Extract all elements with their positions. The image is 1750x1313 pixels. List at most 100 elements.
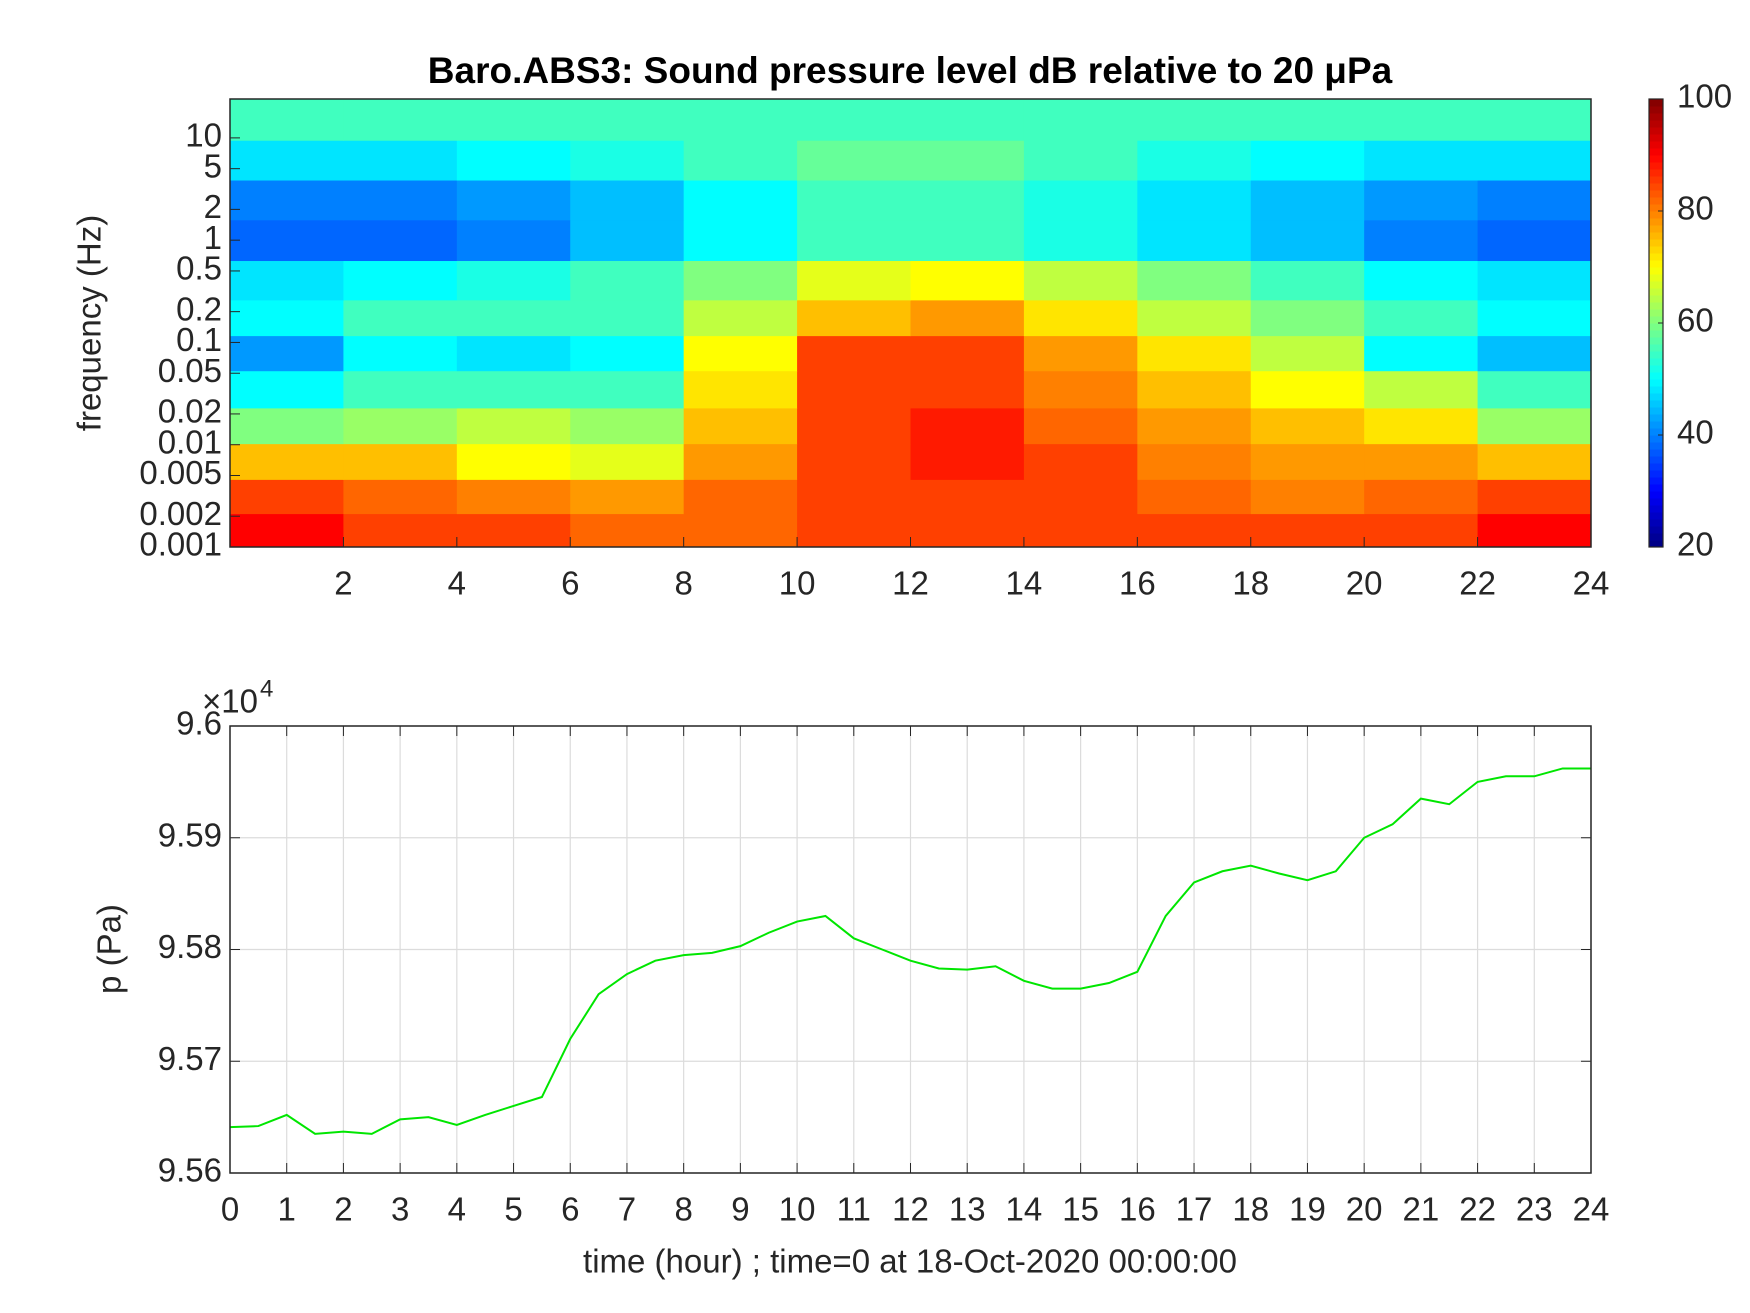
x-tick-label: 14 [1006,565,1043,602]
colorbar-swatch [1649,162,1663,170]
heatmap-cell [343,479,458,515]
colorbar-swatch [1649,316,1663,324]
colorbar-swatch [1649,204,1663,212]
colorbar-swatch [1649,281,1663,289]
heatmap-cell [1364,260,1479,301]
heatmap-cell [1023,335,1138,372]
heatmap-cell [570,219,685,262]
colorbar-swatch [1649,239,1663,247]
colorbar-swatch [1649,309,1663,317]
heatmap-cell [683,140,798,181]
heatmap-cell [456,335,571,372]
y-tick-label: 0.02 [158,393,222,430]
x-tick-label: 10 [779,565,816,602]
x-tick-label: 6 [561,565,579,602]
colorbar-swatch [1649,407,1663,415]
heatmap-cell [1250,99,1365,141]
heatmap-cell [1250,180,1365,221]
heatmap-cell [343,180,458,221]
heatmap-cell [1250,219,1365,262]
heatmap-cell [1364,140,1479,181]
heatmap-cell [910,335,1025,372]
x-tick-label: 15 [1062,1191,1099,1228]
heatmap-cell [1250,335,1365,372]
y-tick-label: 10 [185,117,222,154]
x-tick-label: 10 [779,1191,816,1228]
colorbar-tick-label: 60 [1677,302,1714,339]
heatmap-cell [1023,370,1138,409]
heatmap-cell [683,99,798,141]
heatmap-cell [230,299,344,337]
heatmap-cell [797,407,911,445]
heatmap-cell [1250,370,1365,409]
heatmap-cell [797,335,911,372]
heatmap-cell [797,370,911,409]
heatmap-cell [1023,99,1138,141]
colorbar-swatch [1649,127,1663,135]
heatmap-cell [683,219,798,262]
heatmap-cell [570,335,685,372]
colorbar-swatch [1649,421,1663,429]
colorbar-swatch [1649,141,1663,149]
heatmap-cell [797,180,911,221]
colorbar-swatch [1649,211,1663,219]
colorbar-swatch [1649,463,1663,471]
colorbar-swatch [1649,218,1663,226]
heatmap-cell [230,513,344,548]
colorbar-tick-label: 40 [1677,414,1714,451]
heatmap-cell [1137,407,1252,445]
heatmap-cell [1364,513,1479,548]
colorbar-swatch [1649,302,1663,310]
heatmap-cell [683,370,798,409]
x-tick-label: 18 [1232,565,1269,602]
heatmap-cell [910,99,1025,141]
x-tick-label: 5 [504,1191,522,1228]
y-tick-label: 9.6 [176,705,222,742]
y-tick-label: 9.57 [158,1040,222,1077]
heatmap-cell [456,219,571,262]
colorbar-swatch [1649,225,1663,233]
y-tick-label: 0.005 [139,454,222,491]
colorbar-swatch [1649,267,1663,275]
x-tick-label: 17 [1176,1191,1213,1228]
heatmap-cell [230,180,344,221]
heatmap-cell [570,260,685,301]
heatmap-cell [1137,335,1252,372]
heatmap-cell [456,260,571,301]
heatmap-cell [1137,99,1252,141]
heatmap-cell [1250,479,1365,515]
x-tick-label: 6 [561,1191,579,1228]
heatmap-cell [1023,140,1138,181]
colorbar-swatch [1649,176,1663,184]
heatmap-cell [1477,407,1592,445]
heatmap-cell [1137,180,1252,221]
heatmap-cell [343,513,458,548]
heatmap-cell [1364,219,1479,262]
heatmap-cell [456,370,571,409]
colorbar-swatch [1649,232,1663,240]
heatmap-cell [456,407,571,445]
heatmap-cell [456,99,571,141]
heatmap-cell [1364,99,1479,141]
heatmap-cell [1137,443,1252,480]
colorbar-swatch [1649,260,1663,268]
colorbar-swatch [1649,519,1663,527]
heatmap-cell [1250,407,1365,445]
heatmap-cell [683,443,798,480]
colorbar-swatch [1649,120,1663,128]
colorbar-swatch [1649,491,1663,499]
colorbar-swatch [1649,197,1663,205]
colorbar-swatch [1649,99,1663,107]
x-tick-label: 16 [1119,1191,1156,1228]
heatmap-cell [343,260,458,301]
y-tick-label: 9.58 [158,928,222,965]
colorbar-swatch [1649,512,1663,520]
colorbar-swatch [1649,540,1663,548]
x-tick-label: 14 [1006,1191,1043,1228]
heatmap-cell [230,479,344,515]
heatmap-cell [1023,443,1138,480]
heatmap-cell [1477,335,1592,372]
heatmap-cell [230,260,344,301]
colorbar-swatch [1649,351,1663,359]
x-tick-label: 4 [448,565,466,602]
